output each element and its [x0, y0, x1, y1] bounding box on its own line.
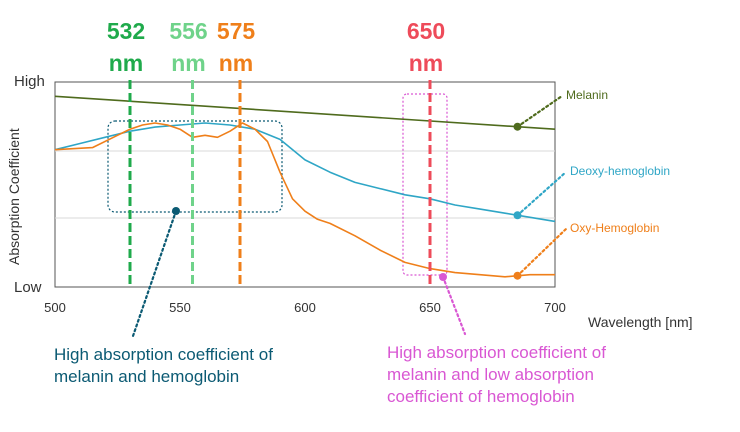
series-labels: Melanin Deoxy-hemoglobin Oxy-Hemoglobin: [566, 88, 670, 235]
x-tick-600: 600: [294, 300, 316, 315]
annotation-dot-1: [172, 207, 180, 215]
wavelength-unit-556: nm: [171, 50, 206, 76]
series-label-oxy-hemoglobin: Oxy-Hemoglobin: [570, 221, 659, 235]
x-tick-700: 700: [544, 300, 566, 315]
leader-deoxy-hemoglobin: [516, 170, 568, 217]
annotation-2-line-3: coefficient of hemoglobin: [387, 387, 575, 406]
marker-oxy-hemoglobin: [513, 271, 522, 280]
annotation-leader-1: [131, 209, 178, 338]
wavelength-value-650: 650: [407, 18, 445, 44]
y-tick-low: Low: [14, 279, 42, 296]
highlight-box-blue: [107, 120, 283, 213]
annotation-dot-2: [439, 273, 447, 281]
series-label-deoxy-hemoglobin: Deoxy-hemoglobin: [570, 164, 670, 178]
highlight-boxes: [107, 93, 448, 276]
annotation-leader-2: [441, 275, 467, 336]
highlight-box-pink: [402, 93, 448, 276]
wavelength-value-575: 575: [217, 18, 256, 44]
annotation-1-line-2: melanin and hemoglobin: [54, 367, 239, 386]
wavelength-value-556: 556: [169, 18, 207, 44]
leader-lines: [513, 94, 568, 280]
leader-oxy-hemoglobin: [516, 227, 568, 277]
marker-melanin: [513, 122, 522, 131]
series-lines: [54, 95, 556, 278]
wavelength-value-532: 532: [107, 18, 145, 44]
series-line-melanin: [54, 95, 556, 130]
series-label-melanin: Melanin: [566, 88, 608, 102]
plot-area: [54, 81, 556, 288]
annotation-1-line-1: High absorption coefficient of: [54, 345, 273, 364]
wavelength-unit-575: nm: [219, 50, 254, 76]
annotation-2-line-2: melanin and low absorption: [387, 365, 594, 384]
x-tick-500: 500: [44, 300, 66, 315]
annotations: High absorption coefficient of melanin an…: [54, 207, 606, 406]
marker-deoxy-hemoglobin: [513, 211, 522, 220]
leader-melanin: [516, 94, 564, 128]
x-axis-title: Wavelength [nm]: [588, 314, 693, 330]
wavelength-unit-532: nm: [109, 50, 144, 76]
y-tick-high: High: [14, 73, 45, 90]
y-axis-title: Absorption Coefficient: [6, 128, 22, 265]
wavelength-unit-650: nm: [409, 50, 444, 76]
x-tick-650: 650: [419, 300, 441, 315]
x-tick-550: 550: [169, 300, 191, 315]
series-line-oxy-hemoglobin: [54, 122, 555, 278]
wavelength-labels: 532 nm 556 nm 575 nm 650 nm: [107, 18, 445, 76]
x-tick-labels: 500 550 600 650 700: [44, 300, 566, 315]
annotation-2-line-1: High absorption coefficient of: [387, 343, 606, 362]
series-line-deoxy-hemoglobin: [54, 122, 556, 223]
wavelength-marker-lines: [128, 80, 432, 287]
